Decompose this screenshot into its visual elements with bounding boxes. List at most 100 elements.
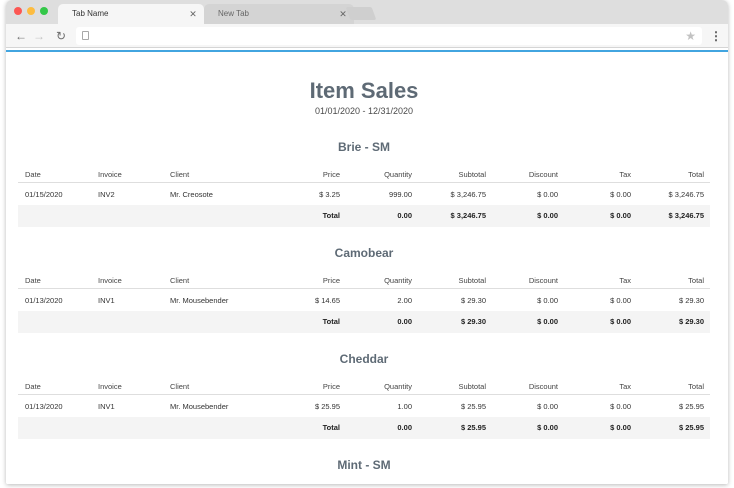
totals-quantity: 0.00 (397, 317, 412, 326)
totals-subtotal: $ 25.95 (460, 423, 486, 432)
cell-price: $ 3.25 (319, 190, 340, 199)
section-title: Brie - SM (337, 140, 390, 154)
maximize-window-button[interactable] (40, 7, 48, 15)
kebab-menu-icon[interactable]: ⋮ (710, 29, 722, 43)
cell-price: $ 14.65 (314, 296, 340, 305)
column-header-subtotal: Subtotal (458, 382, 486, 391)
table-row: 01/15/2020 INV2 Mr. Creosote $ 3.25 999.… (18, 184, 710, 205)
tab-new[interactable]: New Tab ✕ (204, 4, 354, 24)
cell-discount: $ 0.00 (537, 402, 558, 411)
report-title: Item Sales (309, 78, 419, 103)
column-header-price: Price (322, 382, 340, 391)
cell-subtotal: $ 25.95 (460, 402, 486, 411)
minimize-window-button[interactable] (27, 7, 35, 15)
column-header-total: Total (688, 276, 704, 285)
column-header-subtotal: Subtotal (458, 170, 486, 179)
cell-total: $ 29.30 (678, 296, 704, 305)
cell-invoice: INV2 (98, 190, 115, 199)
column-header-price: Price (322, 276, 340, 285)
table-row: 01/13/2020 INV1 Mr. Mousebender $ 25.95 … (18, 396, 710, 417)
address-bar[interactable]: ★ (76, 27, 702, 45)
cell-discount: $ 0.00 (537, 190, 558, 199)
column-header-invoice: Invoice (98, 276, 122, 285)
totals-subtotal: $ 29.30 (460, 317, 486, 326)
column-header-discount: Discount (528, 276, 558, 285)
cell-client: Mr. Mousebender (170, 402, 229, 411)
page-icon (82, 31, 89, 40)
totals-label: Total (322, 317, 340, 326)
cell-client: Mr. Creosote (170, 190, 213, 199)
cell-date: 01/15/2020 (25, 190, 63, 199)
new-tab-button[interactable] (345, 7, 377, 20)
totals-total: $ 3,246.75 (668, 211, 704, 220)
close-icon[interactable]: ✕ (339, 9, 347, 19)
section-title: Camobear (334, 246, 394, 260)
totals-tax: $ 0.00 (610, 423, 631, 432)
close-window-button[interactable] (14, 7, 22, 15)
column-header-tax: Tax (619, 276, 631, 285)
cell-invoice: INV1 (98, 296, 115, 305)
totals-label: Total (322, 423, 340, 432)
cell-tax: $ 0.00 (610, 402, 631, 411)
column-header-total: Total (688, 170, 704, 179)
arrow-left-icon[interactable]: ← (15, 29, 27, 43)
cell-total: $ 3,246.75 (668, 190, 704, 199)
column-header-subtotal: Subtotal (458, 276, 486, 285)
column-header-discount: Discount (528, 170, 558, 179)
cell-quantity: 1.00 (397, 402, 412, 411)
arrow-right-icon[interactable]: → (33, 29, 45, 43)
totals-row: Total 0.00 $ 3,246.75 $ 0.00 $ 0.00 $ 3,… (18, 205, 710, 227)
totals-discount: $ 0.00 (537, 423, 558, 432)
totals-row: Total 0.00 $ 29.30 $ 0.00 $ 0.00 $ 29.30 (18, 311, 710, 333)
column-header-date: Date (25, 382, 41, 391)
page-content: Item Sales 01/01/2020 - 12/31/2020 Brie … (6, 50, 728, 484)
close-icon[interactable]: ✕ (189, 9, 197, 19)
totals-label: Total (322, 211, 340, 220)
cell-subtotal: $ 29.30 (460, 296, 486, 305)
totals-row: Total 0.00 $ 25.95 $ 0.00 $ 0.00 $ 25.95 (18, 417, 710, 439)
totals-total: $ 29.30 (678, 317, 704, 326)
totals-tax: $ 0.00 (610, 317, 631, 326)
column-header-invoice: Invoice (98, 170, 122, 179)
cell-tax: $ 0.00 (610, 296, 631, 305)
totals-subtotal: $ 3,246.75 (450, 211, 486, 220)
column-header-total: Total (688, 382, 704, 391)
column-header-client: Client (170, 276, 190, 285)
column-header-invoice: Invoice (98, 382, 122, 391)
cell-date: 01/13/2020 (25, 296, 63, 305)
totals-quantity: 0.00 (397, 211, 412, 220)
column-header-discount: Discount (528, 382, 558, 391)
section-title: Mint - SM (337, 458, 391, 472)
table-header: Date Invoice Client Price Quantity Subto… (18, 169, 710, 183)
column-header-quantity: Quantity (384, 276, 412, 285)
table-header: Date Invoice Client Price Quantity Subto… (18, 275, 710, 289)
cell-total: $ 25.95 (678, 402, 704, 411)
cell-quantity: 2.00 (397, 296, 412, 305)
table-row: 01/13/2020 INV1 Mr. Mousebender $ 14.65 … (18, 290, 710, 311)
tab-title: Tab Name (72, 9, 109, 18)
totals-quantity: 0.00 (397, 423, 412, 432)
reload-icon[interactable]: ↻ (55, 29, 67, 43)
column-header-tax: Tax (619, 170, 631, 179)
cell-date: 01/13/2020 (25, 402, 63, 411)
cell-discount: $ 0.00 (537, 296, 558, 305)
totals-discount: $ 0.00 (537, 317, 558, 326)
totals-discount: $ 0.00 (537, 211, 558, 220)
column-header-client: Client (170, 170, 190, 179)
tab-title: New Tab (218, 9, 249, 18)
browser-toolbar: ← → ↻ ★ ⋮ (6, 24, 728, 48)
tab-strip: Tab Name ✕ New Tab ✕ (6, 0, 728, 24)
cell-tax: $ 0.00 (610, 190, 631, 199)
totals-total: $ 25.95 (678, 423, 704, 432)
report-date-range: 01/01/2020 - 12/31/2020 (314, 106, 414, 116)
table-header: Date Invoice Client Price Quantity Subto… (18, 381, 710, 395)
column-header-quantity: Quantity (384, 382, 412, 391)
cell-subtotal: $ 3,246.75 (450, 190, 486, 199)
star-icon[interactable]: ★ (685, 29, 696, 43)
cell-quantity: 999.00 (389, 190, 412, 199)
column-header-quantity: Quantity (384, 170, 412, 179)
column-header-price: Price (322, 170, 340, 179)
tab-active[interactable]: Tab Name ✕ (58, 4, 204, 24)
column-header-client: Client (170, 382, 190, 391)
column-header-tax: Tax (619, 382, 631, 391)
